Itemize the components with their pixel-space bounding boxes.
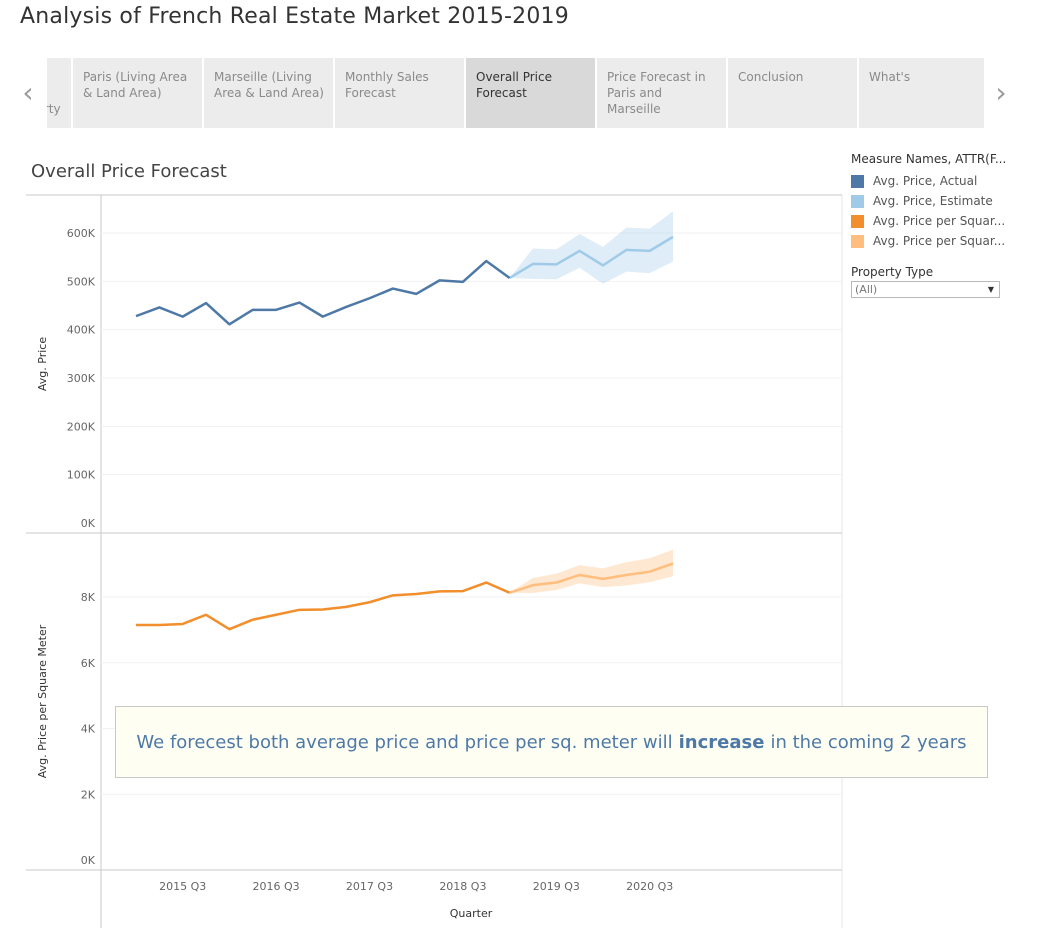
story-tab[interactable]: Price Forecast in Paris and Marseille	[597, 58, 726, 128]
story-tabs: Difference between Sales Type and Proper…	[47, 58, 984, 129]
estimate-line	[508, 235, 674, 280]
dropdown-arrow-icon: ▼	[987, 285, 994, 294]
chevron-left-icon[interactable]: ‹	[22, 76, 34, 109]
y-tick-label: 0K	[81, 517, 96, 530]
dropdown-value: (All)	[855, 283, 878, 296]
dashboard-title: Analysis of French Real Estate Market 20…	[20, 4, 569, 29]
annotation-text-end: in the coming 2 years	[770, 731, 967, 753]
legend-swatch	[851, 194, 864, 208]
estimate-line	[509, 562, 674, 594]
y-tick-label: 400K	[67, 324, 96, 337]
annotation-emphasis: increase	[678, 731, 765, 753]
forecast-annotation: We forecest both average price and price…	[115, 706, 988, 778]
legend-label: Avg. Price, Estimate	[873, 194, 993, 208]
x-tick-label: 2020 Q3	[626, 880, 673, 893]
y-tick-label: 0K	[81, 854, 96, 867]
story-tab[interactable]: Conclusion	[728, 58, 857, 128]
x-axis-title: Quarter	[450, 907, 493, 920]
legend-item[interactable]: Avg. Price, Estimate	[851, 191, 1051, 211]
property-type-dropdown[interactable]: (All) ▼	[851, 281, 1000, 298]
x-tick-label: 2015 Q3	[159, 880, 206, 893]
annotation-text: We forecest both average price and price…	[136, 731, 673, 753]
legend-swatch	[851, 234, 864, 248]
actual-line	[135, 259, 511, 326]
filter-title: Property Type	[851, 265, 934, 279]
y-tick-label: 8K	[81, 591, 96, 604]
story-navigator: ‹ Difference between Sales Type and Prop…	[0, 58, 1055, 130]
legend-item[interactable]: Avg. Price, Actual	[851, 171, 1051, 191]
y-axis-title: Avg. Price per Square Meter	[36, 624, 49, 778]
story-tab[interactable]: Paris (Living Area & Land Area)	[73, 58, 202, 128]
chart-title: Overall Price Forecast	[31, 161, 227, 182]
story-tab[interactable]: Difference between Sales Type and Proper…	[47, 58, 71, 128]
x-tick-label: 2016 Q3	[253, 880, 300, 893]
y-tick-label: 100K	[67, 469, 96, 482]
chevron-right-icon[interactable]: ›	[995, 76, 1007, 109]
x-tick-label: 2019 Q3	[533, 880, 580, 893]
legend: Measure Names, ATTR(F... Avg. Price, Act…	[851, 152, 1051, 298]
y-tick-label: 300K	[67, 372, 96, 385]
y-tick-label: 200K	[67, 420, 96, 433]
legend-swatch	[851, 214, 864, 228]
story-tab-active[interactable]: Overall Price Forecast	[466, 58, 595, 128]
y-tick-label: 500K	[67, 275, 96, 288]
y-tick-label: 2K	[81, 788, 96, 801]
story-tab[interactable]: Monthly Sales Forecast	[335, 58, 464, 128]
legend-swatch	[851, 174, 864, 188]
story-tab[interactable]: Marseille (Living Area & Land Area)	[204, 58, 333, 128]
legend-label: Avg. Price per Squar...	[873, 234, 1006, 248]
x-tick-label: 2017 Q3	[346, 880, 393, 893]
legend-item[interactable]: Avg. Price per Squar...	[851, 231, 1051, 251]
actual-line	[136, 581, 511, 631]
y-tick-label: 600K	[67, 227, 96, 240]
y-tick-label: 4K	[81, 723, 96, 736]
legend-title: Measure Names, ATTR(F...	[851, 152, 1007, 166]
story-tab[interactable]: What's	[859, 58, 984, 128]
legend-item[interactable]: Avg. Price per Squar...	[851, 211, 1051, 231]
forecast-band	[509, 211, 674, 284]
x-tick-label: 2018 Q3	[439, 880, 486, 893]
legend-label: Avg. Price, Actual	[873, 174, 978, 188]
legend-label: Avg. Price per Squar...	[873, 214, 1006, 228]
y-tick-label: 6K	[81, 657, 96, 670]
y-axis-title: Avg. Price	[36, 337, 49, 391]
